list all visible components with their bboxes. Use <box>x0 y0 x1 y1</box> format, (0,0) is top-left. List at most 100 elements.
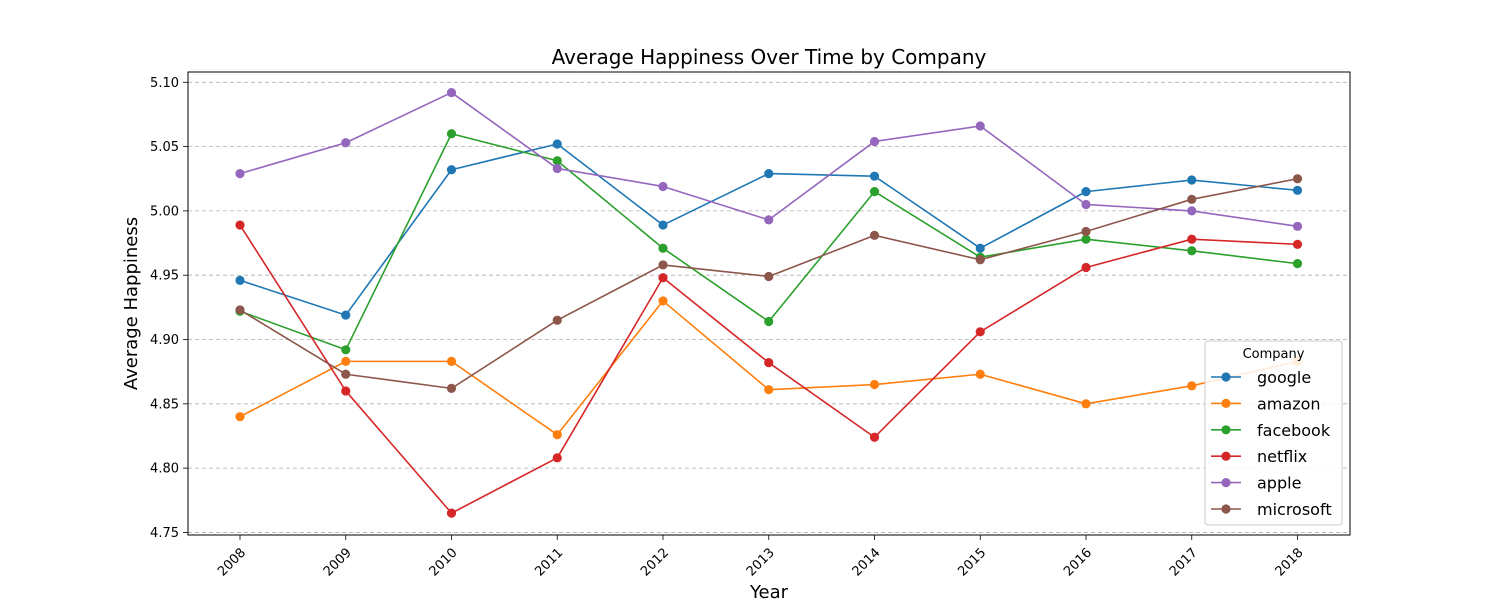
data-point <box>235 275 245 285</box>
data-point <box>975 369 985 379</box>
x-tick-label: 2010 <box>427 545 461 579</box>
data-point <box>764 215 774 225</box>
data-point <box>1081 226 1091 237</box>
data-point <box>975 327 985 337</box>
data-point <box>658 260 668 270</box>
data-point <box>341 369 351 379</box>
data-point <box>446 383 457 393</box>
series-netflix <box>235 220 1303 518</box>
data-point <box>552 430 562 440</box>
data-point <box>1081 234 1091 244</box>
legend-marker <box>1221 372 1231 382</box>
series-line <box>239 177 1298 390</box>
data-point <box>1187 246 1197 256</box>
series-facebook <box>235 129 1303 355</box>
x-tick-label: 2016 <box>1061 545 1095 579</box>
data-point <box>235 412 245 422</box>
data-point <box>658 243 668 253</box>
data-point <box>552 156 562 166</box>
series-amazon <box>235 296 1303 440</box>
legend-marker <box>1221 504 1231 514</box>
data-point <box>446 129 457 139</box>
y-tick-label: 4.95 <box>150 269 179 284</box>
data-point <box>1081 199 1091 210</box>
data-point <box>975 243 985 253</box>
data-point <box>446 508 457 518</box>
data-point <box>341 356 351 366</box>
x-tick-label: 2015 <box>955 545 989 579</box>
data-point <box>1081 187 1091 197</box>
plot-area-frame <box>187 71 1351 536</box>
data-point <box>1081 399 1091 409</box>
x-tick-label: 2008 <box>215 545 249 579</box>
legend-marker <box>1221 451 1231 461</box>
legend-item-netflix: netflix <box>1211 447 1307 466</box>
data-point <box>446 165 457 175</box>
data-point <box>341 138 351 148</box>
legend-label: amazon <box>1257 394 1321 413</box>
data-point <box>975 121 985 131</box>
data-point <box>1292 259 1303 269</box>
y-tick-label: 5.05 <box>150 140 179 155</box>
data-point <box>235 220 245 230</box>
y-tick-label: 4.80 <box>150 462 179 477</box>
axes: 4.75 4.80 4.85 4.90 4.95 5.00 5.05 5.10 2008 2009… <box>150 76 1307 580</box>
data-point <box>341 345 351 355</box>
legend-marker <box>1221 398 1231 408</box>
legend-label: netflix <box>1257 447 1307 466</box>
data-point <box>341 310 351 320</box>
x-axis-label: Year <box>749 582 789 600</box>
data-point <box>552 453 562 463</box>
data-point <box>1292 185 1303 195</box>
data-point <box>658 220 668 230</box>
data-point <box>1187 175 1197 185</box>
data-point <box>869 379 880 390</box>
legend-item-google: google <box>1211 368 1311 387</box>
data-point <box>552 163 562 174</box>
y-axis-label: Average Happiness <box>121 217 142 390</box>
series-lines <box>235 87 1303 518</box>
data-point <box>552 315 562 325</box>
data-point <box>869 171 880 181</box>
x-tick-label: 2018 <box>1273 545 1307 579</box>
legend-label: apple <box>1257 474 1301 493</box>
legend-marker <box>1221 478 1231 488</box>
data-point <box>1187 206 1197 216</box>
data-point <box>446 87 457 98</box>
series-apple <box>235 87 1303 231</box>
y-tick-label: 4.75 <box>150 526 179 541</box>
series-google <box>235 139 1303 320</box>
legend-marker <box>1221 425 1231 435</box>
legend: Company google amazon facebook netflix apple… <box>1204 340 1343 526</box>
x-tick-label: 2014 <box>850 545 884 579</box>
legend-item-apple: apple <box>1211 474 1301 493</box>
data-point <box>764 271 774 282</box>
y-tick-label: 5.00 <box>150 204 179 219</box>
series-line <box>239 224 1298 514</box>
data-point <box>1187 381 1197 391</box>
data-point <box>764 316 774 327</box>
data-point <box>869 230 880 240</box>
data-point <box>658 296 668 306</box>
legend-label: google <box>1257 368 1311 387</box>
legend-box <box>1204 340 1343 526</box>
data-point <box>341 386 351 396</box>
data-point <box>1292 221 1303 231</box>
data-point <box>1292 239 1303 249</box>
data-point <box>1081 262 1091 273</box>
data-point <box>1187 194 1197 204</box>
data-point <box>869 187 880 197</box>
x-tick-label: 2012 <box>638 545 672 579</box>
y-tick-label: 4.85 <box>150 397 179 412</box>
legend-item-microsoft: microsoft <box>1211 500 1332 519</box>
data-point <box>446 356 457 366</box>
x-tick-label: 2013 <box>744 545 778 579</box>
data-point <box>764 169 774 179</box>
legend-label: facebook <box>1257 421 1331 440</box>
data-point <box>235 169 245 179</box>
x-tick-label: 2017 <box>1167 545 1201 579</box>
y-tick-label: 4.90 <box>150 333 179 348</box>
y-tick-label: 5.10 <box>150 76 179 91</box>
